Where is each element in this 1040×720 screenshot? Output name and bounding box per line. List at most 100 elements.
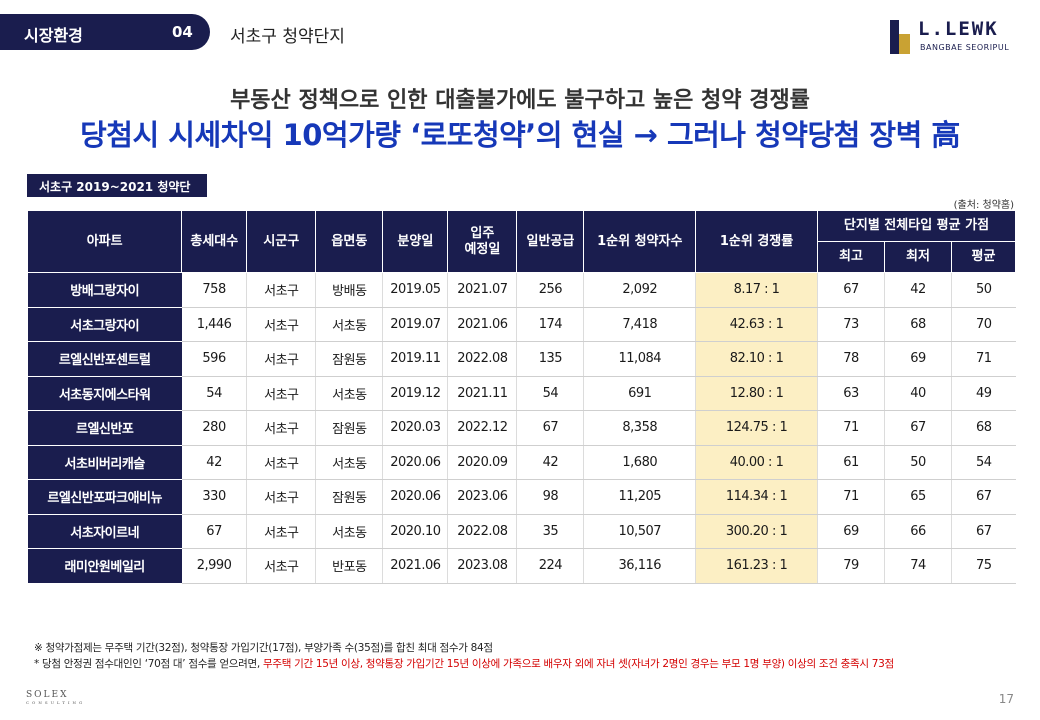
table-row: 서초그랑자이 1,446 서초구 서초동 2019.07 2021.06 174 7,418 4…	[27, 307, 1016, 342]
cell-town: 반포동	[315, 548, 383, 584]
cell-avg: 49	[950, 376, 1016, 411]
cell-rate: 12.80 : 1	[695, 376, 818, 411]
cell-total: 596	[181, 341, 247, 377]
cell-supply: 54	[516, 376, 584, 411]
cell-min: 42	[883, 272, 952, 308]
cell-applicants: 10,507	[583, 514, 696, 549]
cell-town: 서초동	[315, 445, 383, 480]
col-header-sale: 분양일	[382, 210, 449, 273]
logo-mark-icon	[890, 20, 910, 54]
cell-move-in: 2022.08	[447, 341, 517, 377]
cell-total: 1,446	[181, 307, 247, 342]
cell-max: 73	[816, 307, 885, 342]
cell-rate: 42.63 : 1	[695, 307, 818, 342]
cell-move-in: 2022.12	[447, 410, 517, 446]
table-row: 르엘신반포파크애비뉴 330 서초구 잠원동 2020.06 2023.06 98 11,20…	[27, 479, 1016, 515]
cell-applicants: 7,418	[583, 307, 696, 342]
cell-rate: 300.20 : 1	[695, 514, 818, 549]
cell-city: 서초구	[246, 410, 316, 446]
cell-applicants: 11,205	[583, 479, 696, 515]
cell-sale: 2020.03	[382, 410, 448, 446]
cell-apt: 르엘신반포파크애비뉴	[27, 479, 182, 515]
cell-supply: 35	[516, 514, 584, 549]
col-header-apt: 아파트	[26, 210, 183, 273]
brand-logo: L.LEWK BANGBAE SEORIPUL	[890, 18, 1014, 58]
cell-avg: 70	[950, 307, 1016, 342]
cell-applicants: 8,358	[583, 410, 696, 446]
cell-rate: 161.23 : 1	[695, 548, 818, 584]
cell-min: 69	[883, 341, 952, 377]
cell-avg: 54	[950, 445, 1016, 480]
col-header-move-in-1: 입주	[470, 225, 495, 241]
cell-apt: 방배그랑자이	[27, 272, 182, 308]
col-header-city: 시군구	[246, 210, 317, 273]
cell-total: 280	[181, 410, 247, 446]
cell-max: 79	[816, 548, 885, 584]
cell-move-in: 2021.11	[447, 376, 517, 411]
cell-move-in: 2023.08	[447, 548, 517, 584]
cell-min: 40	[883, 376, 952, 411]
cell-city: 서초구	[246, 548, 316, 584]
cell-sale: 2020.10	[382, 514, 448, 549]
section-pill	[0, 14, 210, 50]
table-row: 서초자이르네 67 서초구 서초동 2020.10 2022.08 35 10,507 300.…	[27, 514, 1016, 549]
footnote-2: * 당첨 안정권 점수대인인 ‘70점 대’ 점수를 얻으려면, 무주택 기간 …	[34, 656, 894, 672]
cell-city: 서초구	[246, 341, 316, 377]
subscription-table: 아파트 총세대수 시군구 읍면동 분양일 입주 예정일 일반공급 1순위 청약자…	[26, 210, 1017, 584]
cell-town: 서초동	[315, 514, 383, 549]
table-caption: 서초구 2019~2021 청약단지	[27, 174, 207, 211]
cell-rate: 82.10 : 1	[695, 341, 818, 377]
cell-applicants: 36,116	[583, 548, 696, 584]
cell-min: 74	[883, 548, 952, 584]
page-number: 17	[998, 692, 1014, 706]
footnote-2-highlight: 무주택 기간 15년 이상, 청약통장 가입기간 15년 이상에 가족으로 배우…	[262, 658, 894, 670]
col-header-avg: 평균	[950, 241, 1017, 273]
cell-rate: 124.75 : 1	[695, 410, 818, 446]
logo-subtitle: BANGBAE SEORIPUL	[920, 43, 1010, 52]
col-header-rate: 1순위 경쟁률	[695, 210, 818, 273]
cell-sale: 2019.07	[382, 307, 448, 342]
table-body: 방배그랑자이 758 서초구 방배동 2019.05 2021.07 256 2,092 8.1…	[27, 272, 1016, 584]
col-header-supply: 일반공급	[516, 210, 585, 273]
cell-min: 66	[883, 514, 952, 549]
cell-town: 잠원동	[315, 479, 383, 515]
cell-max: 71	[816, 479, 885, 515]
cell-apt: 서초그랑자이	[27, 307, 182, 342]
cell-avg: 68	[950, 410, 1016, 446]
logo-name: L.LEWK	[918, 18, 999, 40]
cell-sale: 2019.05	[382, 272, 448, 308]
cell-move-in: 2020.09	[447, 445, 517, 480]
footnotes: ※ 청약가점제는 무주택 기간(32점), 청약통장 가입기간(17점), 부양…	[34, 640, 894, 672]
cell-total: 54	[181, 376, 247, 411]
cell-min: 50	[883, 445, 952, 480]
cell-apt: 르엘신반포	[27, 410, 182, 446]
cell-apt: 서초자이르네	[27, 514, 182, 549]
cell-avg: 67	[950, 514, 1016, 549]
cell-town: 서초동	[315, 376, 383, 411]
section-number: 04	[172, 23, 193, 41]
cell-max: 61	[816, 445, 885, 480]
table-row: 래미안원베일리 2,990 서초구 반포동 2021.06 2023.08 224 36,11…	[27, 548, 1016, 584]
cell-apt: 서초비버리캐슬	[27, 445, 182, 480]
col-header-score-group: 단지별 전체타입 평균 가점	[816, 210, 1017, 242]
cell-total: 67	[181, 514, 247, 549]
cell-supply: 174	[516, 307, 584, 342]
headline-primary: 부동산 정책으로 인한 대출불가에도 불구하고 높은 청약 경쟁률	[230, 88, 810, 113]
cell-apt: 서초동지에스타워	[27, 376, 182, 411]
cell-city: 서초구	[246, 479, 316, 515]
footer-logo: SOLEX CONSULTING	[26, 690, 85, 705]
cell-move-in: 2021.06	[447, 307, 517, 342]
headline-emphasis: 당첨시 시세차익 10억가량 ‘로또청약’의 현실 → 그러나 청약당첨 장벽 …	[80, 118, 960, 152]
col-header-max: 최고	[816, 241, 885, 273]
cell-max: 71	[816, 410, 885, 446]
cell-supply: 42	[516, 445, 584, 480]
col-header-move-in-2: 예정일	[464, 241, 501, 257]
cell-apt: 래미안원베일리	[27, 548, 182, 584]
cell-max: 63	[816, 376, 885, 411]
cell-city: 서초구	[246, 307, 316, 342]
cell-applicants: 691	[583, 376, 696, 411]
cell-move-in: 2023.06	[447, 479, 517, 515]
cell-city: 서초구	[246, 514, 316, 549]
cell-move-in: 2021.07	[447, 272, 517, 308]
footer-logo-sub: CONSULTING	[26, 700, 86, 705]
